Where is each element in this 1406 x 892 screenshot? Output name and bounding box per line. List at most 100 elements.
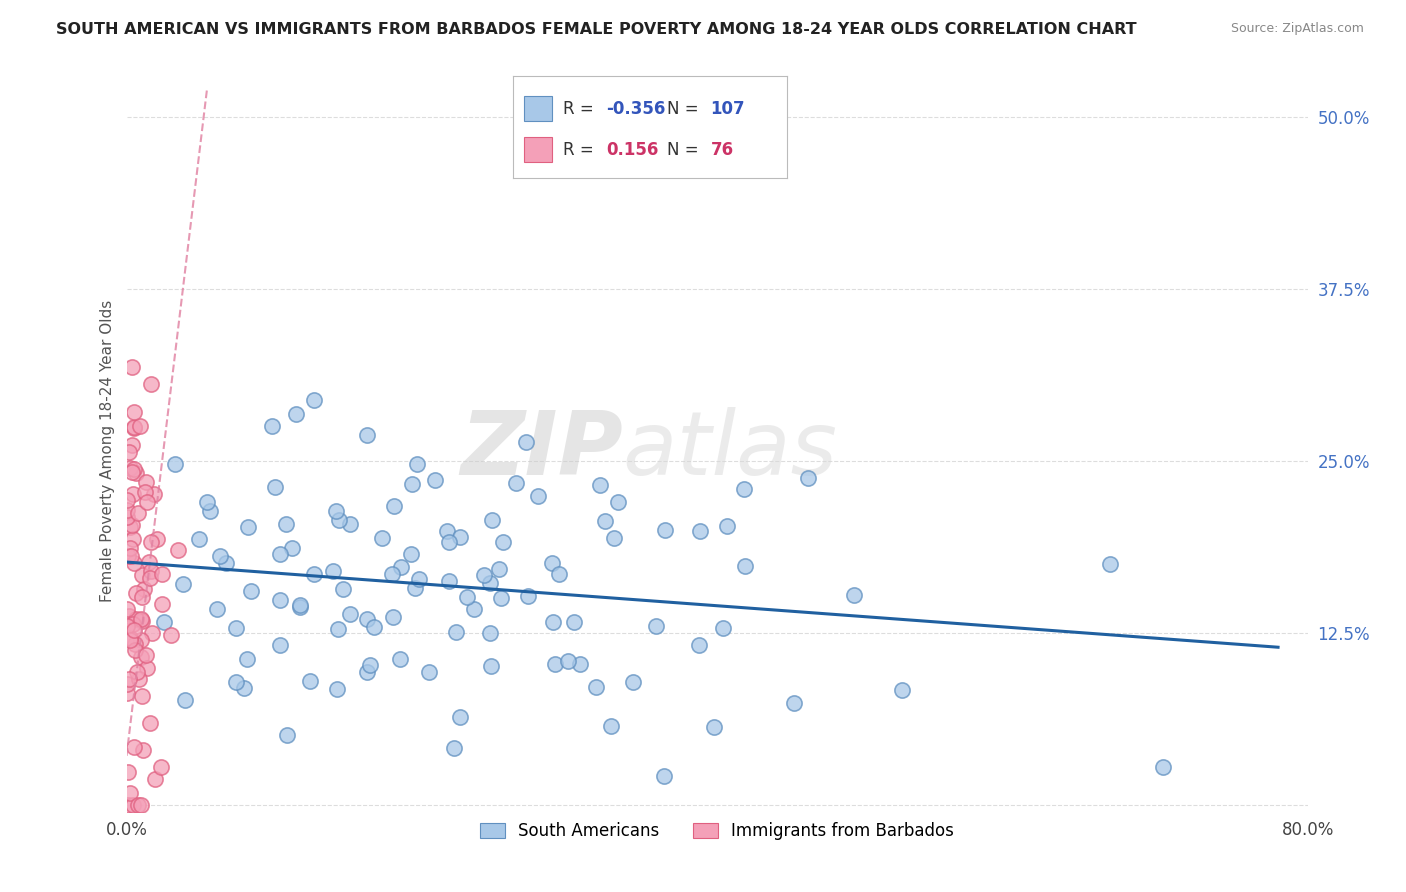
Point [264, 480, 287, 494]
Point [406, 457, 429, 471]
Point [381, 566, 404, 581]
Point [603, 531, 626, 545]
Point [122, 623, 145, 637]
Point [135, 648, 157, 663]
Point [152, 615, 174, 630]
Point [593, 514, 616, 528]
Point [356, 665, 378, 680]
Point [325, 504, 347, 518]
Point [122, 533, 145, 547]
Point [298, 673, 321, 688]
Point [121, 616, 143, 631]
Point [146, 532, 169, 546]
Point [481, 513, 503, 527]
Point [117, 797, 139, 812]
Point [339, 607, 361, 622]
Point [606, 495, 628, 509]
Point [388, 652, 411, 666]
Point [215, 556, 238, 570]
Text: ZIP: ZIP [460, 407, 623, 494]
Point [134, 485, 156, 500]
Point [165, 457, 187, 471]
Point [120, 461, 142, 475]
Point [332, 582, 354, 596]
Point [120, 786, 142, 800]
Point [527, 489, 550, 503]
Point [138, 555, 160, 569]
Point [121, 518, 143, 533]
Point [115, 510, 138, 524]
Point [152, 566, 174, 581]
Point [437, 574, 460, 588]
Point [138, 571, 160, 585]
Point [322, 564, 344, 578]
Point [356, 427, 378, 442]
Point [260, 419, 283, 434]
Point [115, 492, 138, 507]
Point [128, 672, 150, 686]
Text: 0.156: 0.156 [606, 141, 659, 159]
Point [139, 715, 162, 730]
Point [356, 612, 378, 626]
Text: SOUTH AMERICAN VS IMMIGRANTS FROM BARBADOS FEMALE POVERTY AMONG 18-24 YEAR OLDS : SOUTH AMERICAN VS IMMIGRANTS FROM BARBAD… [56, 22, 1137, 37]
Point [783, 696, 806, 710]
Point [118, 520, 141, 534]
Point [122, 405, 145, 419]
Point [127, 506, 149, 520]
Point [541, 615, 564, 630]
Point [117, 549, 139, 563]
Point [463, 601, 485, 615]
Point [142, 487, 165, 501]
Point [129, 650, 152, 665]
Point [131, 568, 153, 582]
Point [240, 584, 263, 599]
Point [173, 693, 195, 707]
Point [166, 542, 188, 557]
Point [689, 524, 711, 538]
Point [733, 483, 755, 497]
Point [548, 566, 571, 581]
Point [285, 407, 308, 421]
Point [599, 718, 621, 732]
Text: Source: ZipAtlas.com: Source: ZipAtlas.com [1230, 22, 1364, 36]
Point [326, 682, 349, 697]
Point [488, 561, 510, 575]
Point [125, 466, 148, 480]
Text: -0.356: -0.356 [606, 100, 666, 118]
Point [209, 549, 232, 563]
Point [115, 676, 138, 690]
Point [149, 760, 172, 774]
Point [124, 637, 146, 651]
Text: N =: N = [666, 141, 703, 159]
Point [408, 572, 430, 586]
Point [437, 535, 460, 549]
Point [703, 720, 725, 734]
Point [304, 392, 326, 407]
Point [141, 535, 163, 549]
Point [233, 681, 256, 695]
Point [654, 769, 676, 783]
Point [557, 654, 579, 668]
Legend: South Americans, Immigrants from Barbados: South Americans, Immigrants from Barbado… [474, 815, 960, 847]
Point [198, 504, 221, 518]
Point [122, 419, 145, 434]
Point [276, 516, 298, 531]
Point [118, 609, 141, 624]
Point [225, 621, 247, 635]
Point [125, 586, 148, 600]
Point [120, 631, 142, 645]
Point [339, 516, 361, 531]
Bar [524, 96, 551, 121]
Point [131, 615, 153, 629]
Point [122, 797, 145, 812]
Point [304, 567, 326, 582]
Point [423, 474, 446, 488]
Point [288, 598, 311, 612]
Point [150, 597, 173, 611]
Y-axis label: Female Poverty Among 18-24 Year Olds: Female Poverty Among 18-24 Year Olds [100, 300, 115, 601]
Point [132, 743, 155, 757]
Point [404, 581, 426, 595]
Point [797, 471, 820, 485]
Point [129, 612, 152, 626]
Point [449, 710, 471, 724]
